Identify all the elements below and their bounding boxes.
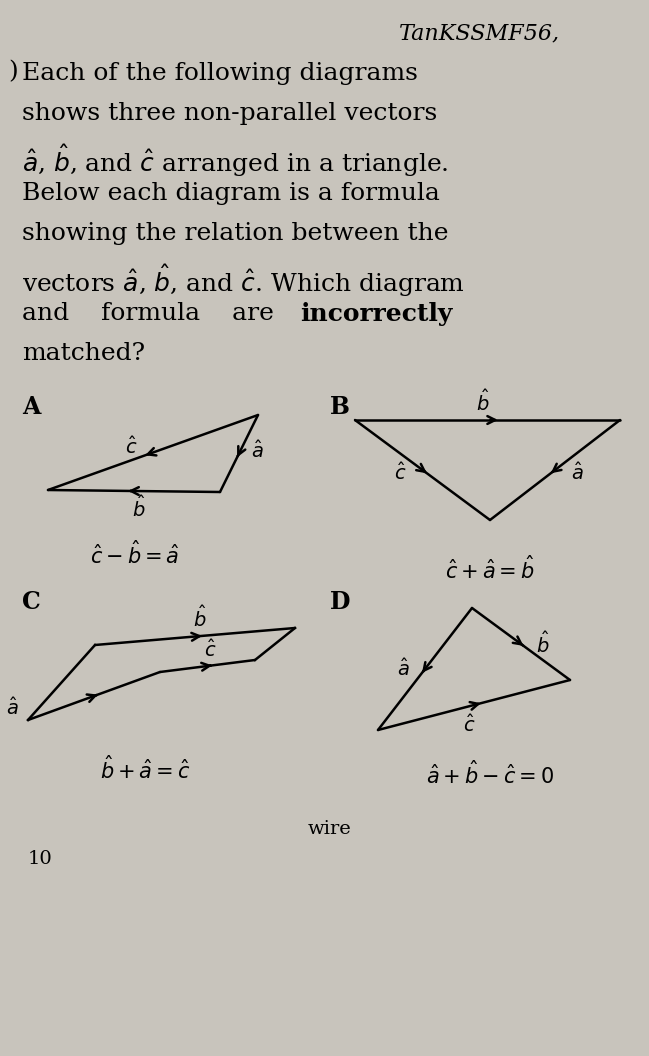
Text: $\hat{b}$: $\hat{b}$ bbox=[536, 631, 550, 657]
Text: $\hat{a}$: $\hat{a}$ bbox=[397, 658, 410, 680]
Text: $\hat{a}$, $\hat{b}$, and $\hat{c}$ arranged in a triangle.: $\hat{a}$, $\hat{b}$, and $\hat{c}$ arra… bbox=[22, 142, 448, 178]
Text: vectors $\hat{a}$, $\hat{b}$, and $\hat{c}$. Which diagram: vectors $\hat{a}$, $\hat{b}$, and $\hat{… bbox=[22, 262, 465, 299]
Text: C: C bbox=[22, 590, 41, 614]
Text: $\hat{c}$: $\hat{c}$ bbox=[204, 639, 217, 661]
Text: A: A bbox=[22, 395, 40, 419]
Text: $\hat{c} + \hat{a} = \hat{b}$: $\hat{c} + \hat{a} = \hat{b}$ bbox=[445, 555, 535, 583]
Text: showing the relation between the: showing the relation between the bbox=[22, 222, 448, 245]
Text: $\hat{c}$: $\hat{c}$ bbox=[463, 714, 475, 736]
Text: TanKSSMF56,: TanKSSMF56, bbox=[399, 22, 561, 44]
Text: $\hat{b}$: $\hat{b}$ bbox=[476, 389, 489, 415]
Text: Below each diagram is a formula: Below each diagram is a formula bbox=[22, 182, 440, 205]
Text: wire: wire bbox=[308, 821, 352, 838]
Text: ): ) bbox=[8, 60, 18, 83]
Text: $\hat{b}$: $\hat{b}$ bbox=[193, 605, 207, 631]
Text: $\hat{c}$: $\hat{c}$ bbox=[125, 436, 137, 458]
Text: $\hat{b} + \hat{a} = \hat{c}$: $\hat{b} + \hat{a} = \hat{c}$ bbox=[100, 755, 190, 782]
Text: shows three non-parallel vectors: shows three non-parallel vectors bbox=[22, 102, 437, 125]
Text: $\hat{b}$: $\hat{b}$ bbox=[132, 495, 146, 521]
Text: 10: 10 bbox=[28, 850, 53, 868]
Text: $\hat{c}$: $\hat{c}$ bbox=[395, 463, 407, 484]
Text: D: D bbox=[330, 590, 350, 614]
Text: Each of the following diagrams: Each of the following diagrams bbox=[22, 62, 418, 84]
Text: $\hat{a}$: $\hat{a}$ bbox=[251, 440, 263, 463]
Text: $\hat{a}$: $\hat{a}$ bbox=[570, 463, 583, 484]
Text: matched?: matched? bbox=[22, 342, 145, 365]
Text: B: B bbox=[330, 395, 350, 419]
Text: incorrectly: incorrectly bbox=[300, 302, 452, 326]
Text: $\hat{a} + \hat{b} - \hat{c} = 0$: $\hat{a} + \hat{b} - \hat{c} = 0$ bbox=[426, 760, 554, 788]
Text: and    formula    are: and formula are bbox=[22, 302, 274, 325]
Text: $\hat{c} - \hat{b} = \hat{a}$: $\hat{c} - \hat{b} = \hat{a}$ bbox=[90, 540, 180, 568]
Text: $\hat{a}$: $\hat{a}$ bbox=[6, 697, 18, 719]
